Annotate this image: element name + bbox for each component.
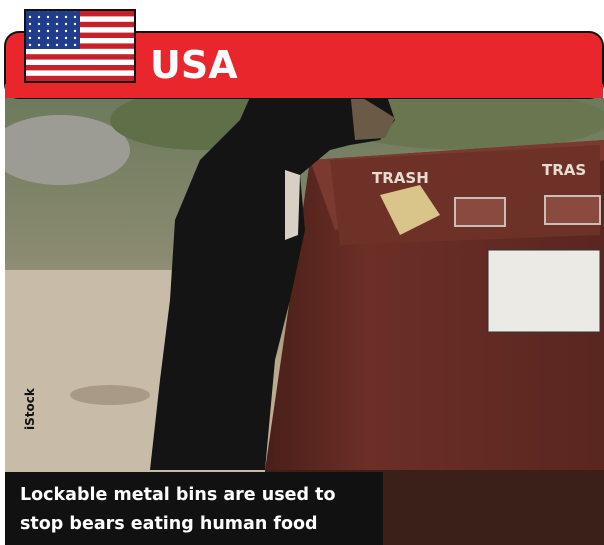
bin-latch	[454, 197, 506, 227]
photo: TRASH TRAS iStock	[5, 98, 604, 545]
bin-label: TRASH	[372, 169, 429, 187]
foliage	[330, 98, 604, 150]
bear-muzzle	[350, 98, 395, 140]
bear-chest-patch	[285, 170, 300, 240]
caption-box	[5, 472, 383, 545]
bin-label: TRAS	[542, 161, 586, 179]
caption-line: Lockable metal bins are used to	[20, 485, 336, 505]
caption-line: stop bears eating human food	[20, 514, 318, 534]
header-label: USA	[150, 43, 238, 87]
rock	[70, 385, 150, 405]
photo-credit: iStock	[23, 387, 37, 430]
bin-sign	[487, 249, 601, 333]
flag	[24, 9, 136, 83]
header-banner-base	[5, 84, 603, 98]
bear	[150, 98, 395, 470]
flag-stars	[26, 11, 80, 49]
rock	[5, 115, 130, 185]
bin-latch	[544, 195, 601, 225]
sticker	[380, 185, 440, 235]
